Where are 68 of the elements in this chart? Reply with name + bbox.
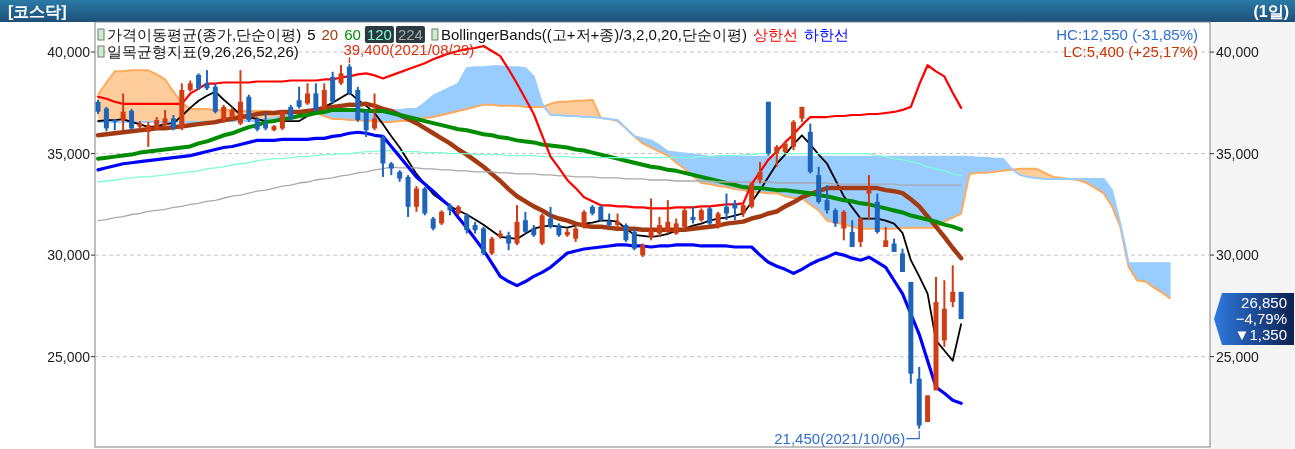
y2-tick-label: 35,000 bbox=[1216, 145, 1260, 162]
candlestick bbox=[145, 120, 151, 148]
candlestick bbox=[665, 199, 671, 235]
candlestick bbox=[522, 210, 528, 235]
candlestick bbox=[305, 82, 311, 106]
candlestick bbox=[237, 69, 243, 127]
annotation: 39,400(2021/08/29) bbox=[343, 41, 475, 59]
y-tick-label: 40,000 bbox=[47, 44, 91, 61]
annotation: 일목균형지표(9,26,26,52,26) bbox=[107, 43, 299, 60]
candlestick bbox=[120, 92, 126, 132]
candlestick bbox=[623, 222, 629, 243]
y2-tick-label: 40,000 bbox=[1216, 44, 1260, 61]
candlestick bbox=[514, 204, 520, 247]
candlestick bbox=[548, 205, 554, 230]
line-series bbox=[97, 90, 963, 362]
candlestick bbox=[464, 212, 470, 235]
candlestick bbox=[204, 69, 210, 92]
y2-tick-label: 30,000 bbox=[1216, 247, 1260, 264]
candlestick bbox=[899, 247, 905, 273]
candlestick bbox=[296, 85, 302, 110]
text: 26,850 −4,79% ▼1,350 bbox=[1234, 294, 1287, 344]
candlestick bbox=[221, 103, 227, 125]
chart-title: [코스닥] bbox=[8, 3, 67, 20]
candlestick bbox=[682, 205, 688, 230]
text: 5 bbox=[307, 26, 316, 43]
candlestick bbox=[279, 109, 285, 132]
candlestick bbox=[824, 184, 830, 215]
candlestick bbox=[849, 219, 855, 248]
y-tick-label: 25,000 bbox=[47, 348, 91, 365]
candlestick bbox=[103, 105, 109, 133]
text: (1일) bbox=[1253, 3, 1289, 20]
candlestick bbox=[489, 235, 495, 257]
line-series bbox=[96, 130, 963, 405]
text: 20 bbox=[321, 26, 339, 43]
candlestick bbox=[832, 207, 838, 228]
candlestick bbox=[749, 180, 755, 210]
candlestick bbox=[313, 82, 319, 113]
annotation: LC:5,400 (+25,17%) bbox=[1063, 43, 1198, 60]
candlestick bbox=[774, 144, 780, 168]
annotation: 가격이동평균(종가,단순이평) bbox=[107, 26, 302, 43]
y-tick-label: 30,000 bbox=[47, 247, 91, 264]
candlestick bbox=[581, 209, 587, 230]
candlestick bbox=[506, 230, 512, 252]
candlestick bbox=[648, 197, 654, 242]
y-tick-label: 35,000 bbox=[47, 145, 91, 162]
candlestick bbox=[841, 209, 847, 242]
text: 60 bbox=[344, 26, 361, 43]
annotation: 21,450(2021/10/06) bbox=[774, 429, 906, 447]
candlestick bbox=[372, 92, 378, 132]
text: 상한선 bbox=[752, 26, 798, 43]
annotation: BollingerBands((고+저+종)/3,2,0,20,단순이평) bbox=[440, 26, 747, 43]
text: 하한선 bbox=[803, 26, 849, 43]
candlestick bbox=[950, 264, 956, 309]
candlestick bbox=[321, 82, 327, 112]
candlestick bbox=[707, 205, 713, 227]
candlestick bbox=[338, 64, 344, 86]
candlestick bbox=[631, 227, 637, 252]
candlestick bbox=[656, 215, 662, 238]
candlestick bbox=[858, 215, 864, 248]
candlestick bbox=[866, 174, 872, 222]
annotation: HC:12,550 (-31,85%) bbox=[1056, 26, 1198, 43]
candlestick bbox=[129, 107, 135, 132]
y2-tick-label: 25,000 bbox=[1216, 348, 1260, 365]
candlestick bbox=[757, 160, 763, 185]
candlestick bbox=[246, 93, 252, 124]
candlestick bbox=[883, 225, 889, 248]
candlestick bbox=[413, 185, 419, 213]
candlestick bbox=[363, 109, 369, 138]
